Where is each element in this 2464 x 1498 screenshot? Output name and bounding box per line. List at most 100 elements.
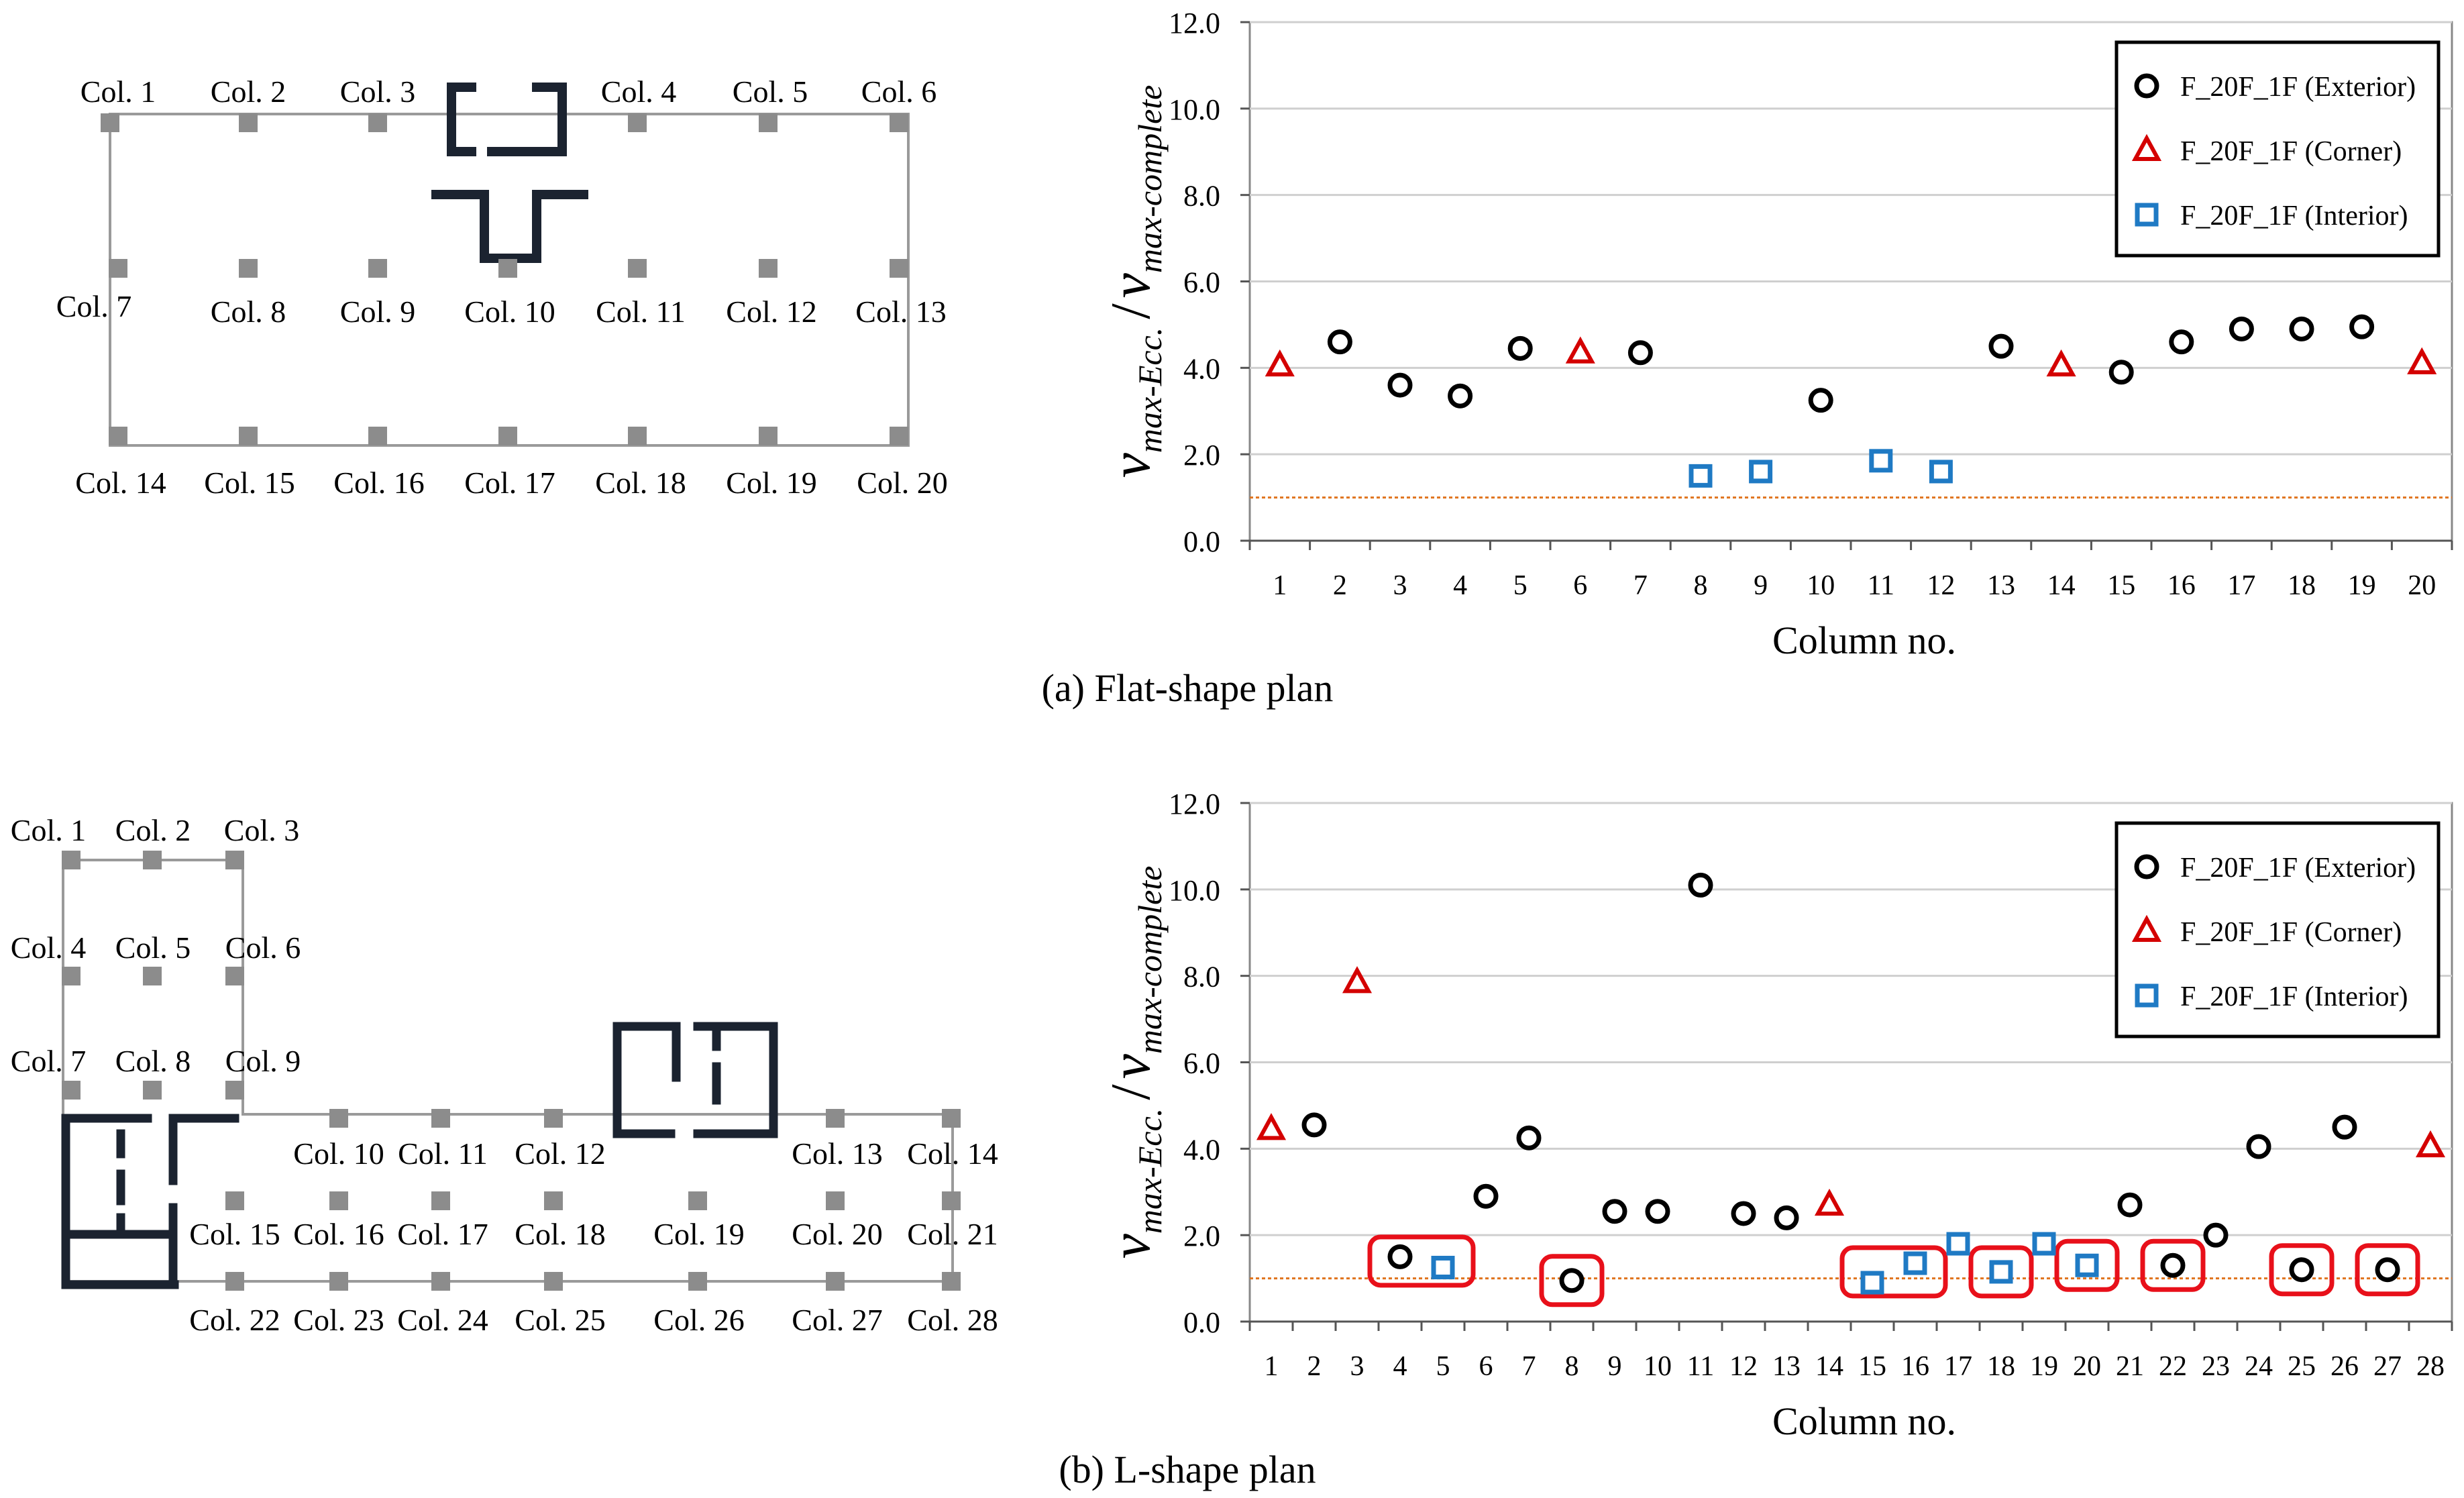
plan-a-column-marker-10 <box>498 259 517 278</box>
chart-a-point-circle <box>1808 388 1833 413</box>
chart-a-legend-label: F_20F_1F (Interior) <box>2180 201 2408 231</box>
chart-a-y-label-v2: v <box>1100 272 1162 298</box>
chart-b-x-tick-label: 27 <box>2373 1351 2402 1382</box>
chart-b-y-label-slash: / <box>1100 1084 1162 1100</box>
plan-b-column-marker-18 <box>544 1191 563 1210</box>
plan-a-column-marker-15 <box>239 427 258 445</box>
plan-b-column-label-19: Col. 19 <box>653 1217 744 1251</box>
chart-a-legend-marker-triangle <box>2131 133 2162 161</box>
plan-a-column-marker-2 <box>239 113 258 132</box>
chart-a-legend-label: F_20F_1F (Corner) <box>2180 136 2402 167</box>
plan-b-column-label-2: Col. 2 <box>115 813 191 847</box>
chart-b-y-tick-label: 10.0 <box>1169 874 1220 907</box>
plan-a-column-label-4: Col. 4 <box>601 74 676 109</box>
chart-b-point-circle <box>2332 1114 2357 1140</box>
chart-a-y-tick-label: 0.0 <box>1183 525 1220 558</box>
chart-b-point-circle <box>2160 1252 2186 1278</box>
caption-b: (b) L-shape plan <box>1059 1448 1316 1491</box>
chart-b-highlight-box <box>2140 1238 2206 1292</box>
chart-b-point-circle <box>1473 1183 1499 1209</box>
plan-b-column-label-24: Col. 24 <box>397 1303 488 1337</box>
plan-b-column-label-26: Col. 26 <box>653 1303 744 1337</box>
chart-b-x-tick-label: 17 <box>1944 1351 1972 1382</box>
chart-b-x-tick-label: 25 <box>2288 1351 2316 1382</box>
chart-b-highlight-box <box>1539 1254 1605 1307</box>
chart-b-point-circle <box>2289 1257 2314 1283</box>
chart-a-point-square <box>1869 449 1893 473</box>
chart-b-x-tick-label: 9 <box>1608 1351 1622 1382</box>
chart-b-x-tick-label: 10 <box>1644 1351 1672 1382</box>
chart-b-y-label-v2: v <box>1100 1053 1162 1079</box>
plan-b-column-marker-16 <box>329 1191 348 1210</box>
chart-b-point-circle <box>2375 1257 2400 1283</box>
chart-b-legend-label: F_20F_1F (Corner) <box>2180 917 2402 948</box>
plan-b-column-label-27: Col. 27 <box>792 1303 882 1337</box>
chart-a-point-circle <box>1988 333 2014 359</box>
chart-a-x-tick-label: 17 <box>2227 570 2255 601</box>
plan-a-column-markers <box>101 113 908 445</box>
chart-a-point-triangle <box>2407 347 2437 374</box>
plan-a-core-walls <box>431 83 588 263</box>
plan-b-column-label-7: Col. 7 <box>11 1044 86 1078</box>
plan-b-column-marker-28 <box>942 1272 961 1291</box>
chart-b-point-square <box>2075 1253 2099 1277</box>
plan-b-column-label-12: Col. 12 <box>515 1136 605 1171</box>
chart-a-point-square <box>1689 464 1713 488</box>
chart-b-x-tick-label: 28 <box>2416 1351 2445 1382</box>
plan-a-column-label-16: Col. 16 <box>333 466 424 500</box>
plan-a-column-label-11: Col. 11 <box>596 295 686 329</box>
caption-a: (a) Flat-shape plan <box>1042 666 1334 710</box>
chart-b-point-circle <box>1602 1199 1627 1224</box>
plan-a-column-label-5: Col. 5 <box>733 74 808 109</box>
chart-a-y-label-sub-num: max-Ecc. <box>1131 327 1169 453</box>
plan-a-outline <box>109 113 910 447</box>
plan-a-column-marker-14 <box>109 427 127 445</box>
chart-a-x-tick-label: 9 <box>1754 570 1768 601</box>
chart-a-point-square <box>1929 460 1953 484</box>
plan-b-column-label-9: Col. 9 <box>225 1044 301 1078</box>
chart-b-point-circle <box>2203 1222 2229 1248</box>
chart-b-x-tick-label: 11 <box>1687 1351 1714 1382</box>
flat-shape-plan: Col. 1 Col. 2 Col. 3 Col. 4 Col. 5 Col. 6 Col.… <box>56 74 948 500</box>
chart-a-x-axis-label: Column no. <box>1772 619 1956 662</box>
plan-a-column-label-14: Col. 14 <box>75 466 166 500</box>
plan-b-column-marker-12 <box>544 1109 563 1128</box>
chart-a-y-tick-label: 6.0 <box>1183 266 1220 299</box>
chart-b-x-tick-label: 19 <box>2030 1351 2058 1382</box>
chart-b-x-tick-label: 5 <box>1436 1351 1450 1382</box>
chart-b-highlight-box <box>2355 1243 2420 1297</box>
plan-a-column-label-9: Col. 9 <box>340 295 415 329</box>
plan-a-column-marker-18 <box>628 427 647 445</box>
chart-b-point-triangle <box>1814 1188 1845 1216</box>
plan-a-column-label-1: Col. 1 <box>81 74 156 109</box>
plan-a-column-marker-16 <box>368 427 387 445</box>
plan-b-column-label-13: Col. 13 <box>792 1136 882 1171</box>
chart-b-point-square <box>1903 1251 1927 1275</box>
chart-a-point-triangle <box>2046 349 2076 377</box>
plan-a-column-label-12: Col. 12 <box>726 295 816 329</box>
chart-b: 0.02.04.06.08.010.012.01 2 3 4 5 6 7 8 9 10 11 12 13… <box>1100 788 2453 1443</box>
chart-b-x-tick-label: 4 <box>1393 1351 1407 1382</box>
plan-b-column-label-11: Col. 11 <box>398 1136 488 1171</box>
chart-b-x-tick-label: 26 <box>2331 1351 2359 1382</box>
plan-b-core-walls <box>61 1022 778 1289</box>
chart-b-x-tick-label: 24 <box>2245 1351 2273 1382</box>
chart-a-y-label-v1: v <box>1100 452 1162 478</box>
plan-b-column-marker-11 <box>431 1109 450 1128</box>
chart-a-y-label-slash: / <box>1100 303 1162 319</box>
plan-a-column-label-8: Col. 8 <box>211 295 286 329</box>
plan-b-column-label-5: Col. 5 <box>115 930 191 965</box>
plan-b-column-label-22: Col. 22 <box>189 1303 280 1337</box>
chart-b-point-circle <box>1645 1199 1670 1224</box>
chart-a-x-tick-label: 19 <box>2348 570 2376 601</box>
chart-a-legend-marker-circle <box>2134 73 2159 99</box>
plan-b-column-label-3: Col. 3 <box>224 813 299 847</box>
plan-b-column-label-1: Col. 1 <box>11 813 86 847</box>
chart-a-x-tick-label: 7 <box>1633 570 1648 601</box>
chart-b-x-tick-label: 20 <box>2073 1351 2101 1382</box>
chart-b-point-square <box>1946 1232 1970 1256</box>
chart-b-legend-marker-triangle <box>2131 914 2162 942</box>
chart-b-x-tick-label: 12 <box>1729 1351 1758 1382</box>
chart-b-x-tick-label: 14 <box>1815 1351 1843 1382</box>
chart-a-x-tick-label: 16 <box>2167 570 2196 601</box>
